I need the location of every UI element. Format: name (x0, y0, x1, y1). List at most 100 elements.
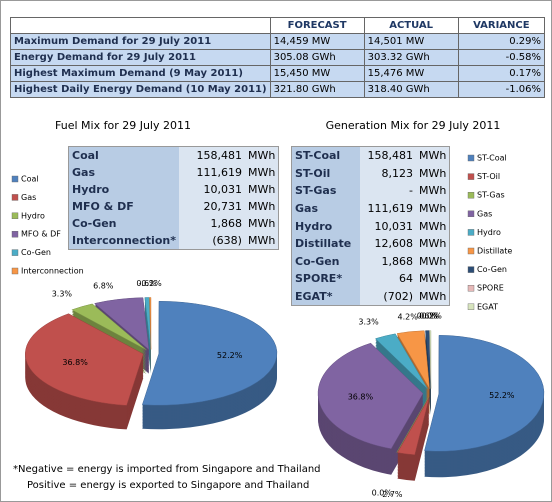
legend-label: Interconnection (21, 267, 84, 276)
table-row: Hydro 10,031 MWh (291, 217, 450, 235)
table-row: Interconnection* (638) MWh (68, 232, 279, 250)
pie-slice (374, 333, 428, 390)
table-cell: MWh (419, 202, 447, 216)
table-cell: VARIANCE (457, 17, 546, 34)
pie-slice (71, 303, 147, 351)
legend-label: ST-Coal (477, 154, 507, 163)
table-cell: 158,481 (196, 149, 242, 162)
table-cell: MWh (419, 166, 447, 180)
legend-label: Gas (21, 193, 36, 202)
table-cell: 10,031 (203, 183, 242, 196)
legend-label: Hydro (21, 211, 45, 220)
table-cell: 1,868 (381, 254, 414, 268)
table-cell: 321.80 GWh (269, 81, 365, 98)
table-cell: 15,450 MW (269, 65, 365, 82)
table-cell: MWh (419, 290, 447, 304)
table-cell: MWh (247, 183, 276, 196)
legend-label: Gas (477, 209, 492, 218)
table-row: ST-Coal 158,481 MWh (291, 146, 450, 165)
legend-swatch (11, 230, 19, 238)
data-label: 52.2% (217, 351, 243, 360)
pie-slice (94, 297, 150, 351)
pie-slice (149, 297, 152, 350)
legend-label: SPORE (477, 284, 504, 293)
table-cell: FORECAST (269, 17, 365, 34)
table-cell: Hydro (291, 217, 360, 235)
legend-swatch (467, 229, 475, 236)
table-cell: 0.29% (457, 33, 546, 50)
table-cell: MWh (419, 184, 447, 198)
table-cell: Hydro (68, 181, 179, 198)
table-row: MFO & DF 20,731 MWh (68, 198, 279, 215)
pie-slice (396, 330, 430, 389)
table-row: Hydro 10,031 MWh (68, 181, 279, 198)
table-row: Highest Daily Energy Demand (10 May 2011… (10, 81, 546, 98)
data-label: 2.7% (382, 490, 403, 499)
summary-table: FORECAST ACTUAL VARIANCE Maximum Demand for… (10, 17, 546, 98)
pie-slice (424, 335, 545, 452)
table-cell: 64 (399, 272, 413, 286)
legend-swatch (467, 191, 475, 199)
table-cell: - (409, 184, 413, 198)
data-label: 3.3% (358, 317, 379, 326)
table-row: Coal 158,481 MWh (68, 146, 279, 164)
data-label: 36.8% (348, 393, 374, 402)
table-row: EGAT* (702) MWh (291, 287, 450, 306)
legend-label: Co-Gen (21, 248, 51, 257)
table-cell: 111,619 (196, 166, 242, 179)
table-row: Highest Maximum Demand (9 May 2011) 15,45… (10, 65, 546, 82)
table-cell: Coal (68, 146, 179, 164)
legend-swatch (467, 210, 475, 218)
legend-swatch (467, 303, 475, 310)
legend-swatch (467, 154, 475, 162)
data-label: 6.8% (93, 281, 114, 290)
table-cell: 305.08 GWh (269, 49, 365, 66)
legend-swatch (11, 194, 19, 201)
generation-mix-title: Generation Mix for 29 July 2011 (326, 119, 501, 132)
data-label: -0.2% (138, 279, 162, 288)
table-cell: Interconnection* (68, 232, 179, 250)
legend-swatch (467, 266, 475, 273)
data-label: 36.8% (62, 358, 88, 367)
table-cell: 0.17% (457, 65, 546, 82)
legend-swatch (467, 247, 475, 255)
legend-label: EGAT (477, 302, 498, 311)
table-cell: 111,619 (367, 202, 414, 216)
table-cell: -0.58% (457, 49, 546, 66)
table-cell: MWh (419, 237, 447, 251)
table-row: Distillate 12,608 MWh (291, 234, 450, 253)
fuel-table: Coal 158,481 MWh Gas 111,619 MWh Hydro 10,031 MW… (68, 146, 280, 250)
legend-label: ST-Oil (477, 172, 500, 181)
table-row: SPORE* 64 MWh (291, 270, 450, 288)
table-cell: MWh (419, 254, 447, 268)
table-cell: ST-Gas (291, 182, 360, 200)
table-cell: Highest Maximum Demand (9 May 2011) (10, 65, 271, 82)
table-row: FORECAST ACTUAL VARIANCE (10, 17, 546, 34)
table-cell: 8,123 (381, 166, 414, 180)
table-row: Co-Gen 1,868 MWh (68, 215, 279, 232)
table-cell: 20,731 (203, 200, 242, 213)
table-cell: 14,459 MW (269, 33, 365, 50)
table-cell: ACTUAL (363, 17, 459, 34)
table-cell: -1.06% (457, 81, 546, 98)
pie-slice (429, 330, 432, 389)
legend-swatch (11, 249, 19, 256)
legend-label: Distillate (477, 247, 512, 256)
table-cell: 10,031 (374, 219, 414, 233)
table-cell: MWh (419, 149, 447, 163)
table-cell: ST-Coal (291, 146, 360, 165)
pie-slice (317, 342, 424, 450)
table-cell: Co-Gen (291, 252, 360, 271)
data-label: 52.2% (489, 391, 515, 400)
generation-table: ST-Coal 158,481 MWh ST-Oil 8,123 MWh ST-Gas - MW… (291, 146, 451, 307)
legend-label: MFO & DF (21, 230, 61, 239)
table-row: Gas 111,619 MWh (291, 199, 450, 218)
pie-slice (396, 397, 429, 453)
table-cell: 14,501 MW (363, 33, 459, 50)
table-row: Gas 111,619 MWh (68, 164, 279, 181)
legend-swatch (11, 212, 19, 220)
table-cell: MFO & DF (68, 198, 179, 215)
table-row: Co-Gen 1,868 MWh (291, 252, 450, 271)
table-cell: 1,868 (210, 217, 242, 230)
